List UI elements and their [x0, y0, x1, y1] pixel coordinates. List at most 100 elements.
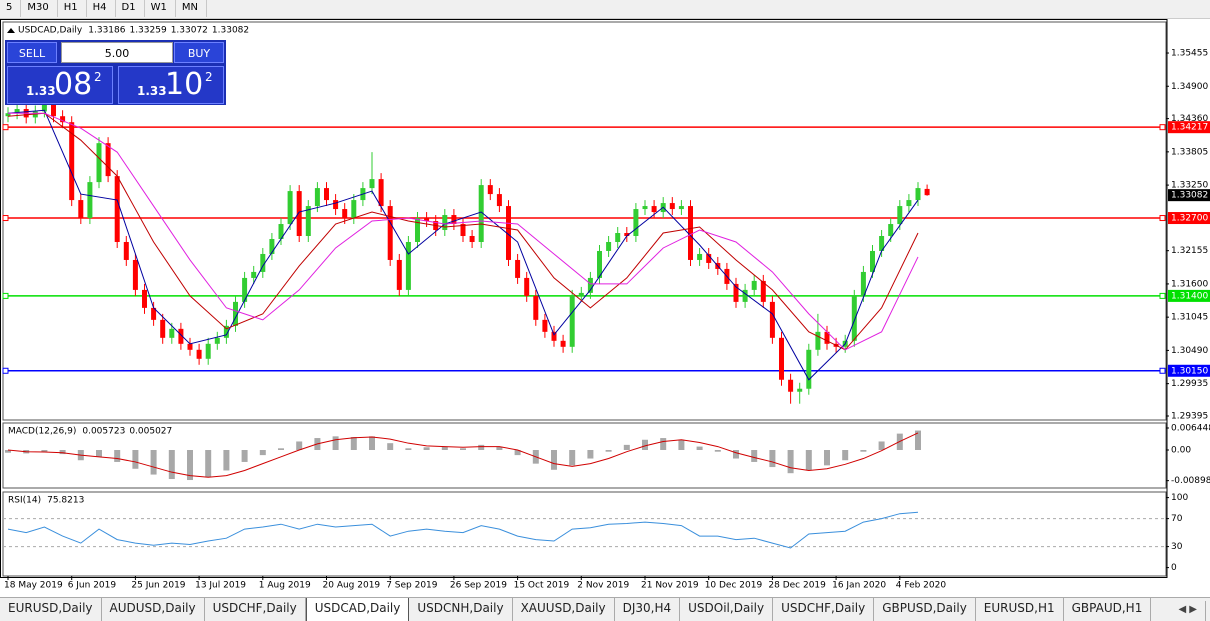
x-tick-label: 2 Nov 2019	[577, 581, 629, 591]
header-value: 0.005723	[82, 427, 125, 437]
indicator-title: USDCAD,Daily	[18, 26, 83, 36]
timeframe-button[interactable]: D1	[116, 0, 145, 17]
macd-bar	[733, 449, 739, 459]
y-tick-label: 1.29395	[1171, 411, 1208, 421]
level-anchor	[1159, 124, 1166, 131]
chart: 1.35455 1.34900 1.34360 1.33805 1.33250 1.321…	[0, 19, 1210, 591]
chart-tab[interactable]: DJ30,H4	[615, 598, 681, 621]
y-tick-label: 100	[1171, 493, 1188, 503]
macd-bar	[696, 446, 703, 450]
candle-body	[196, 349, 202, 359]
candle-body	[678, 206, 684, 210]
chart-tab[interactable]: USDCHF,Daily	[773, 598, 875, 621]
candle-body	[424, 218, 430, 222]
candle-body	[87, 182, 93, 219]
moving-average	[7, 112, 919, 351]
macd-bar	[642, 439, 648, 450]
candle-body	[751, 280, 757, 290]
chart-tab[interactable]: GBPAUD,H1	[1064, 598, 1152, 621]
header-value: 0.005027	[129, 427, 172, 437]
candle-body	[806, 349, 812, 389]
macd-bar	[59, 449, 66, 455]
level-label: 1.34217	[1171, 123, 1208, 133]
moving-average	[8, 112, 919, 351]
timeframe-button[interactable]: W1	[145, 0, 176, 17]
timeframe-button[interactable]: MN	[176, 0, 207, 17]
sell-button[interactable]: SELL	[7, 42, 57, 63]
chart-tab[interactable]: GBPUSD,Daily	[874, 598, 976, 621]
macd-bar	[387, 443, 394, 450]
chart-tab[interactable]: USDCAD,Daily	[305, 598, 410, 621]
candle-body	[915, 188, 921, 201]
macd-bar	[441, 446, 448, 450]
sell-price[interactable]: 1.33 08 2	[7, 66, 113, 104]
level-label: 1.32700	[1171, 214, 1208, 224]
chart-tab[interactable]: USDCHF,Daily	[205, 598, 306, 621]
level-label-box	[1168, 364, 1210, 377]
price-big: 08	[54, 67, 93, 102]
price-prefix: 1.33	[26, 84, 56, 98]
level-label-box	[1168, 121, 1210, 134]
timeframe-toolbar: 5 M30 H1 H4 D1 W1 MN	[0, 0, 1210, 19]
candle-body	[733, 283, 739, 302]
macd-bar	[132, 449, 139, 469]
y-tick-label: 1.34900	[1171, 82, 1208, 92]
candle-body	[578, 292, 584, 296]
macd-bar	[623, 444, 630, 450]
price-prefix: 1.33	[137, 84, 167, 98]
x-tick-label: 18 May 2019	[4, 581, 63, 591]
x-tick-label: 4 Feb 2020	[896, 581, 947, 591]
moving-average	[7, 109, 919, 381]
x-tick-label: 20 Aug 2019	[323, 581, 381, 591]
candle-body	[924, 188, 930, 196]
chart-tab[interactable]: USDCNH,Daily	[409, 598, 513, 621]
macd-bar	[296, 441, 303, 450]
pane-frame	[2, 422, 1167, 489]
chart-tab[interactable]: USDOil,Daily	[680, 598, 774, 621]
x-tick-label: 28 Dec 2019	[768, 581, 826, 591]
level-label-box	[1168, 289, 1210, 302]
candle-body	[187, 343, 193, 350]
candle-body	[378, 179, 384, 207]
timeframe-button[interactable]: M30	[21, 0, 58, 17]
macd-bar	[769, 449, 776, 468]
candle-body	[342, 209, 348, 219]
timeframe-button[interactable]: 5	[0, 0, 22, 17]
level-anchor	[2, 292, 9, 299]
candle-body	[415, 218, 420, 242]
candle-body	[760, 280, 766, 302]
candle-body	[223, 325, 229, 338]
macd-bar	[478, 444, 485, 450]
candle-body	[324, 188, 329, 201]
macd-bar	[842, 449, 849, 461]
candle-body	[333, 200, 339, 210]
lot-size[interactable]: 5.00	[61, 42, 173, 63]
macd-bar	[787, 449, 794, 474]
buy-button[interactable]: BUY	[174, 42, 224, 63]
level-label: 1.31400	[1171, 291, 1208, 301]
chart-tab[interactable]: EURUSD,Daily	[0, 598, 102, 621]
signal-line	[7, 432, 919, 478]
candle-body	[314, 188, 320, 207]
candle-body	[906, 200, 912, 207]
candle-body	[78, 200, 84, 219]
candle-body	[451, 215, 457, 225]
chart-tab[interactable]: AUDUSD,Daily	[102, 598, 205, 621]
timeframe-button[interactable]: H1	[58, 0, 87, 17]
level-anchor	[2, 124, 9, 131]
level-anchor	[2, 367, 9, 374]
candle-body	[742, 289, 748, 302]
candle-body	[606, 241, 612, 251]
candle-body	[706, 253, 712, 263]
buy-price[interactable]: 1.33 10 2	[118, 66, 224, 104]
chart-tab[interactable]: XAUUSD,Daily	[513, 598, 615, 621]
chart-tab[interactable]: EURUSD,H1	[976, 598, 1064, 621]
macd-bar	[168, 449, 175, 480]
candle-body	[569, 295, 575, 347]
timeframe-button[interactable]: H4	[87, 0, 116, 17]
macd-bar	[551, 449, 557, 470]
macd-bar	[332, 436, 339, 450]
candle-body	[897, 206, 903, 225]
tab-arrows[interactable]: ◀ ▶	[1170, 601, 1206, 621]
y-tick-label: 1.31600	[1171, 279, 1208, 289]
